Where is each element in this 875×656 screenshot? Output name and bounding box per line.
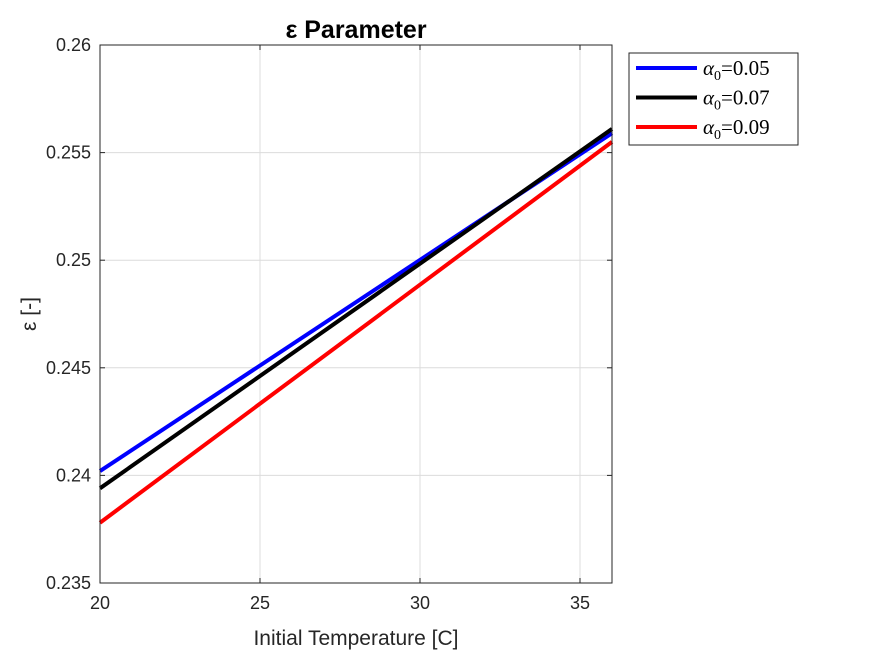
x-tick-labels: 20 25 30 35	[90, 593, 590, 613]
plot-area	[100, 45, 612, 583]
series-lines	[98, 127, 614, 525]
y-axis-label: ε [-]	[18, 297, 41, 331]
tick-marks	[99, 44, 612, 584]
chart-title: ε Parameter	[285, 16, 426, 44]
y-tick-label: 0.235	[46, 573, 91, 593]
y-tick-label: 0.255	[46, 143, 91, 163]
legend-label-1: α0=0.05	[703, 56, 770, 84]
y-tick-label: 0.245	[46, 358, 91, 378]
x-tick-label: 35	[570, 593, 590, 613]
axes-box	[99, 44, 613, 584]
legend-label-2: α0=0.07	[703, 86, 770, 114]
y-tick-label: 0.25	[56, 250, 91, 270]
x-tick-label: 30	[410, 593, 430, 613]
y-tick-label: 0.26	[56, 35, 91, 55]
series-line-3	[98, 140, 614, 525]
legend-label-3: α0=0.09	[703, 115, 770, 143]
series-line-2	[98, 127, 614, 490]
y-tick-label: 0.24	[56, 465, 91, 485]
x-tick-label: 25	[250, 593, 270, 613]
x-axis-label: Initial Temperature [C]	[253, 627, 458, 650]
x-tick-label: 20	[90, 593, 110, 613]
y-tick-labels: 0.235 0.24 0.245 0.25 0.255 0.26	[46, 35, 91, 593]
